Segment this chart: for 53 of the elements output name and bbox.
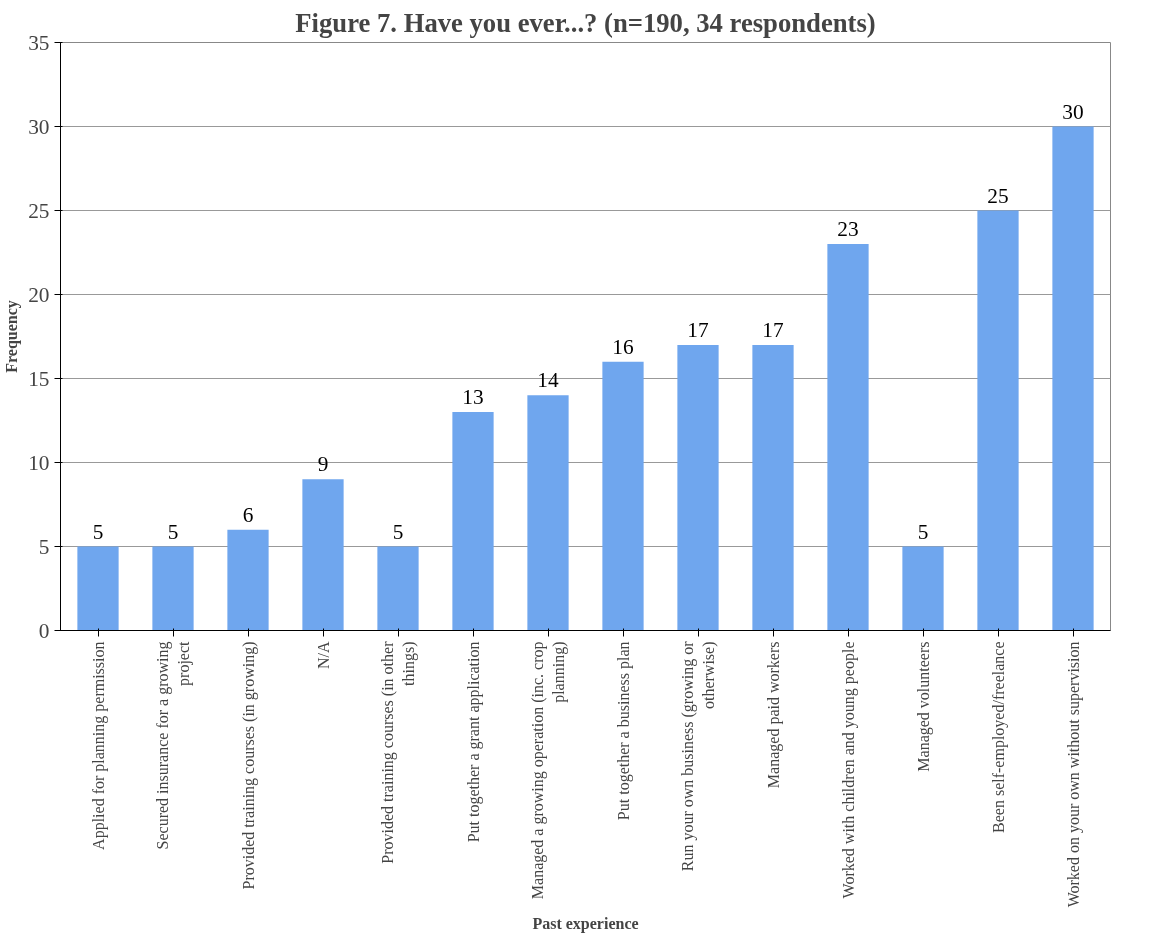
data-label: 5 [917, 519, 929, 544]
data-label: 9 [317, 452, 329, 477]
data-label: 30 [1062, 99, 1084, 124]
x-tick-label: Put together a grant application [464, 641, 483, 843]
x-tick-label: Managed a growing operation (inc. crop planning) [529, 641, 568, 900]
x-axis-title: Past experience [532, 915, 639, 934]
bar [977, 210, 1019, 631]
data-label: 14 [537, 368, 559, 393]
x-tick-label: Provided training courses (in other things) [379, 640, 418, 864]
y-tick-label: 0 [38, 618, 50, 643]
bar [452, 412, 494, 631]
chart-title: Figure 7. Have you ever...? (n=190, 34 respondents) [295, 7, 876, 38]
x-tick-label: Provided training courses (in growing) [239, 641, 258, 890]
x-tick-label: Managed paid workers [764, 641, 783, 789]
y-tick-label: 10 [28, 450, 50, 475]
x-tick-label: N/A [314, 641, 332, 670]
bar [302, 479, 344, 631]
y-tick-label: 35 [28, 30, 50, 55]
data-label: 16 [612, 334, 634, 359]
bar [752, 344, 794, 631]
bar [152, 546, 194, 631]
data-label: 6 [242, 502, 254, 527]
bar [602, 361, 644, 631]
x-tick-label: Applied for planning permission [89, 641, 108, 850]
bar [227, 529, 269, 631]
data-label: 17 [687, 317, 709, 342]
bar [1052, 126, 1094, 631]
bar [527, 395, 569, 631]
data-label: 25 [987, 183, 1009, 208]
bar [377, 546, 419, 631]
bar [677, 344, 719, 631]
x-tick-label: Secured insurance for a growing project [154, 640, 193, 850]
y-tick-label: 30 [28, 114, 50, 139]
x-tick-label: Managed volunteers [914, 641, 933, 772]
x-tick-label: Worked on your own without supervision [1064, 641, 1083, 908]
y-tick-label: 15 [28, 366, 50, 391]
x-tick-label: Worked with children and young people [839, 641, 858, 899]
data-label: 5 [92, 519, 104, 544]
data-label: 5 [392, 519, 404, 544]
data-label: 17 [762, 317, 784, 342]
y-tick-label: 5 [38, 534, 50, 559]
x-tick-label: Run your own business (growing or otherwise) [679, 640, 718, 872]
bar [827, 244, 869, 631]
y-tick-label: 20 [28, 282, 50, 307]
data-label: 23 [837, 217, 859, 242]
data-label: 13 [462, 385, 484, 410]
y-tick-label: 25 [28, 198, 50, 223]
x-tick-label: Put together a business plan [614, 641, 633, 821]
data-label: 5 [167, 519, 179, 544]
x-tick-label: Been self-employed/freelance [989, 641, 1008, 833]
bar [77, 546, 119, 631]
y-axis-title: Frequency [3, 300, 22, 373]
bar [902, 546, 944, 631]
